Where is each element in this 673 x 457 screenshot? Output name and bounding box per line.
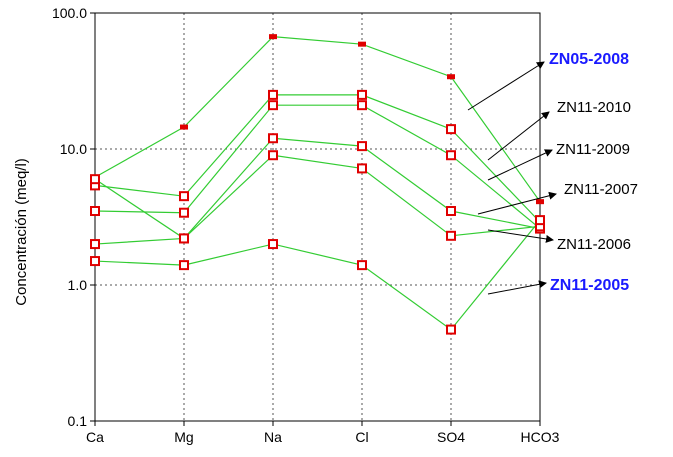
- series-lines: [94, 36, 541, 331]
- data-point: [90, 174, 100, 185]
- data-point: [535, 215, 545, 226]
- series-label-ZN05-2008: ZN05-2008: [549, 51, 629, 68]
- data-point: [90, 206, 100, 217]
- data-point: [268, 100, 278, 111]
- data-point: [179, 233, 189, 244]
- data-point: [90, 256, 100, 267]
- data-point: [357, 163, 367, 174]
- x-tick-label: Cl: [355, 429, 368, 445]
- grid-lines: [95, 13, 540, 421]
- callout-arrow: [487, 149, 553, 181]
- series-label-ZN11-2009: ZN11-2009: [556, 141, 630, 158]
- data-point: [357, 89, 367, 100]
- x-tick-label: Na: [264, 429, 282, 445]
- data-point: [536, 199, 544, 205]
- plot-area-frame: [94, 12, 541, 422]
- series-label-ZN11-2007: ZN11-2007: [564, 181, 638, 198]
- y-tick-label: 1.0: [68, 277, 88, 293]
- y-tick-label: 0.1: [68, 413, 88, 429]
- x-tick-label: HCO3: [521, 429, 560, 445]
- data-point: [446, 324, 456, 335]
- series-line-ZN05-2008: [94, 36, 541, 203]
- series-markers: [90, 34, 545, 335]
- data-point: [447, 74, 455, 80]
- callout-arrow: [467, 61, 545, 111]
- data-point: [357, 141, 367, 152]
- series-label-ZN11-2006: ZN11-2006: [557, 236, 631, 253]
- data-point: [179, 260, 189, 271]
- y-tick-label: 10.0: [60, 141, 87, 157]
- data-point: [268, 239, 278, 250]
- y-tick-label: 100.0: [52, 5, 87, 21]
- data-point: [357, 260, 367, 271]
- x-tick-label: SO4: [437, 429, 465, 445]
- series-line-ZN11-2006: [94, 154, 541, 245]
- callout-arrow: [477, 191, 557, 215]
- callout-arrow: [487, 111, 550, 161]
- data-point: [446, 206, 456, 217]
- data-point: [446, 124, 456, 135]
- data-point: [268, 89, 278, 100]
- data-point: [180, 124, 188, 130]
- series-line-ZN11-2007: [94, 137, 541, 240]
- x-tick-label: Ca: [86, 429, 104, 445]
- series-callouts: ZN05-2008 ZN11-2010 ZN11-2009 ZN11-2007 ZN11…: [467, 51, 638, 295]
- y-axis-ticks: 0.1 1.0 10.0 100.0: [52, 5, 95, 429]
- data-point: [268, 133, 278, 144]
- data-point: [179, 207, 189, 218]
- series-line-ZN11-2009: [94, 104, 541, 230]
- x-tick-label: Mg: [174, 429, 193, 445]
- series-label-ZN11-2005: ZN11-2005: [550, 277, 629, 294]
- data-point: [358, 41, 366, 47]
- data-point: [90, 239, 100, 250]
- series-label-ZN11-2010: ZN11-2010: [557, 99, 631, 116]
- x-axis-ticks: Ca Mg Na Cl SO4 HCO3: [86, 421, 560, 445]
- data-point: [269, 34, 277, 40]
- callout-arrow: [487, 229, 554, 243]
- data-point: [446, 150, 456, 161]
- data-point: [268, 150, 278, 161]
- series-line-ZN11-2005: [94, 219, 541, 331]
- callout-arrow: [487, 280, 547, 295]
- series-line-ZN11-2010: [94, 94, 541, 223]
- y-axis-label: Concentración (meq/l): [13, 158, 30, 306]
- data-point: [179, 191, 189, 202]
- data-point: [357, 100, 367, 111]
- data-point: [446, 230, 456, 241]
